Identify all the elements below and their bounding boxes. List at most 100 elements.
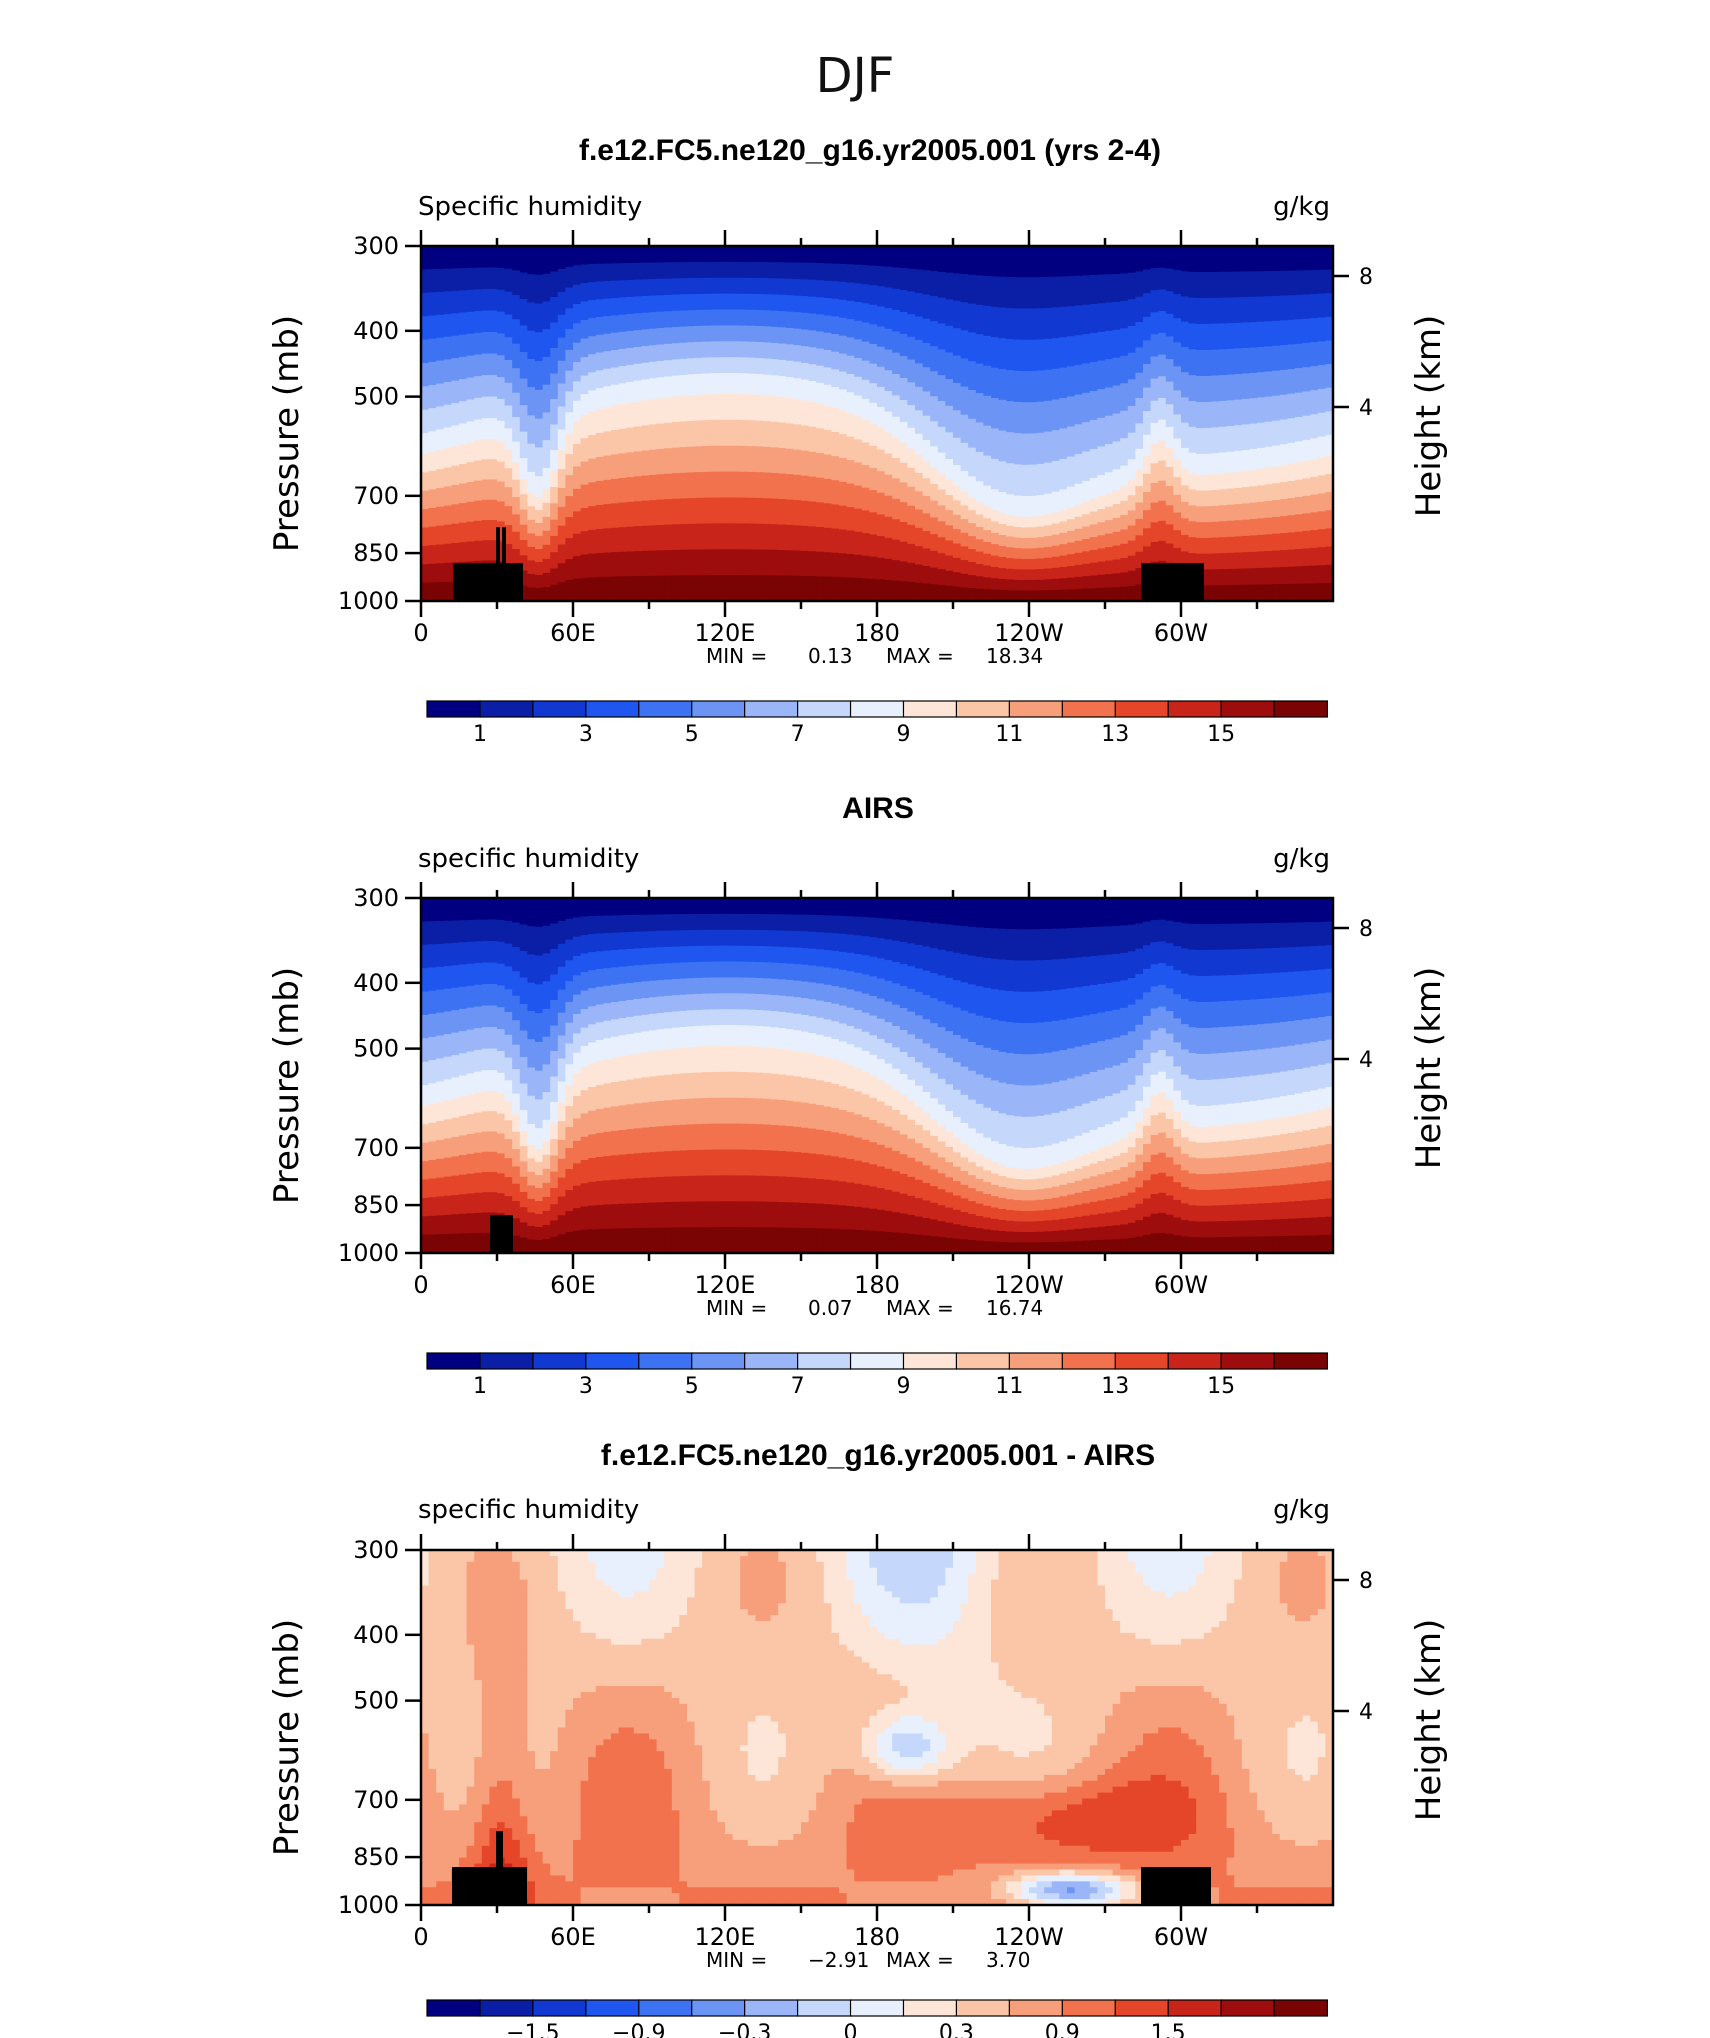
colorbar-swatch: [1273, 700, 1329, 718]
colorbar-swatch: [744, 700, 799, 718]
colorbar-swatch: [691, 1999, 746, 2017]
colorbar-label: −0.9: [612, 2021, 665, 2038]
units-label: g/kg: [1273, 192, 1330, 222]
min-label: MIN =: [706, 644, 767, 668]
variable-label: Specific humidity: [418, 192, 642, 222]
colorbar-label: 13: [1101, 1374, 1129, 1399]
y-tick-label: 400: [353, 1621, 399, 1649]
min-label: MIN =: [706, 1296, 767, 1320]
colorbar-label: 7: [791, 722, 805, 747]
min-value: −2.91: [808, 1948, 869, 1972]
colorbar-swatch: [849, 1999, 905, 2017]
max-value: 18.34: [986, 644, 1043, 668]
y-tick-label: 500: [353, 1035, 399, 1063]
colorbar-swatch: [585, 1999, 640, 2017]
colorbar-swatch: [691, 700, 746, 718]
colorbar-swatch: [532, 700, 587, 718]
colorbar-swatch: [1273, 1352, 1329, 1370]
panel-title: AIRS: [842, 792, 914, 825]
colorbar-swatch: [1061, 1352, 1117, 1370]
colorbar-swatch: [744, 1999, 799, 2017]
colorbar-label: 15: [1207, 1374, 1235, 1399]
y2-tick-label: 8: [1359, 917, 1373, 942]
colorbar-label: 9: [896, 722, 910, 747]
colorbar: 1 3 5 7 9 11 13 15: [426, 700, 1329, 747]
colorbar-swatch: [532, 1999, 587, 2017]
x-tick-label: 60W: [1154, 1923, 1208, 1951]
x-tick-label: 60E: [550, 619, 596, 647]
colorbar-swatch: [1167, 1352, 1223, 1370]
colorbar-swatch: [1114, 700, 1170, 718]
colorbar-swatch: [849, 1352, 905, 1370]
colorbar-swatch: [691, 1352, 746, 1370]
max-label: MAX =: [886, 1948, 954, 1972]
colorbar-swatch: [796, 1999, 852, 2017]
y2-tick-label: 4: [1359, 1048, 1373, 1073]
colorbar-label: 9: [896, 1374, 910, 1399]
colorbar-swatch: [796, 700, 852, 718]
colorbar-swatch: [1167, 700, 1223, 718]
colorbar-swatch: [479, 1352, 534, 1370]
colorbar-label: 7: [791, 1374, 805, 1399]
y2-tick-label: 4: [1359, 1700, 1373, 1725]
y-tick-label: 500: [353, 383, 399, 411]
colorbar-swatch: [902, 700, 958, 718]
min-label: MIN =: [706, 1948, 767, 1972]
y2-tick-label: 8: [1359, 265, 1373, 290]
colorbar-swatch: [479, 700, 534, 718]
colorbar-swatch: [638, 1352, 693, 1370]
colorbar-swatch: [955, 1352, 1011, 1370]
colorbar-swatch: [1061, 700, 1117, 718]
y-axis-label: Pressure (mb): [267, 967, 307, 1204]
y-axis-label: Pressure (mb): [267, 315, 307, 552]
x-tick-label: 0: [413, 619, 428, 647]
colorbar-swatch: [1008, 1999, 1064, 2017]
x-tick-label: 180: [854, 619, 900, 647]
units-label: g/kg: [1273, 1495, 1330, 1525]
x-tick-label: 120W: [994, 1271, 1064, 1299]
colorbar-swatch: [479, 1999, 534, 2017]
figure-title: DJF: [816, 48, 895, 104]
min-value: 0.13: [808, 644, 853, 668]
y-tick-label: 400: [353, 317, 399, 345]
colorbar-label: −0.3: [718, 2021, 771, 2038]
colorbar: 1 3 5 7 9 11 13 15: [426, 1352, 1329, 1399]
colorbar-swatch: [796, 1352, 852, 1370]
colorbar-label: 1: [473, 1374, 487, 1399]
y-axis-label: Pressure (mb): [267, 1619, 307, 1856]
panel-airs: AIRS specific humidity g/kg 300400500700…: [267, 792, 1449, 1399]
colorbar-label: 15: [1207, 722, 1235, 747]
colorbar-swatch: [1220, 1999, 1276, 2017]
colorbar-swatch: [744, 1352, 799, 1370]
x-tick-label: 60W: [1154, 1271, 1208, 1299]
colorbar-swatch: [1061, 1999, 1117, 2017]
contour-field: [421, 1550, 1334, 1906]
x-tick-label: 0: [413, 1271, 428, 1299]
colorbar-swatch: [1220, 700, 1276, 718]
max-value: 3.70: [986, 1948, 1031, 1972]
colorbar-swatch: [426, 1999, 481, 2017]
panel-difference: f.e12.FC5.ne120_g16.yr2005.001 - AIRS sp…: [267, 1439, 1449, 2038]
colorbar-swatch: [426, 1352, 481, 1370]
y-tick-label: 700: [353, 1134, 399, 1162]
colorbar-label: 11: [995, 1374, 1023, 1399]
colorbar-label: 1: [473, 722, 487, 747]
colorbar-swatch: [1114, 1352, 1170, 1370]
variable-label: specific humidity: [418, 1495, 639, 1525]
colorbar-swatch: [585, 700, 640, 718]
colorbar-swatch: [1220, 1352, 1276, 1370]
colorbar-swatch: [585, 1352, 640, 1370]
y-tick-label: 500: [353, 1687, 399, 1715]
colorbar-swatch: [1008, 1352, 1064, 1370]
y-tick-label: 1000: [338, 1891, 399, 1919]
colorbar-label: −1.5: [506, 2021, 559, 2038]
y-tick-label: 300: [353, 1536, 399, 1564]
x-tick-label: 60W: [1154, 619, 1208, 647]
x-tick-label: 120E: [695, 619, 756, 647]
colorbar-label: 3: [579, 1374, 593, 1399]
y2-tick-label: 4: [1359, 396, 1373, 421]
colorbar-swatch: [638, 700, 693, 718]
y-tick-label: 700: [353, 1786, 399, 1814]
x-tick-label: 60E: [550, 1923, 596, 1951]
y2-axis-label: Height (km): [1409, 967, 1449, 1170]
